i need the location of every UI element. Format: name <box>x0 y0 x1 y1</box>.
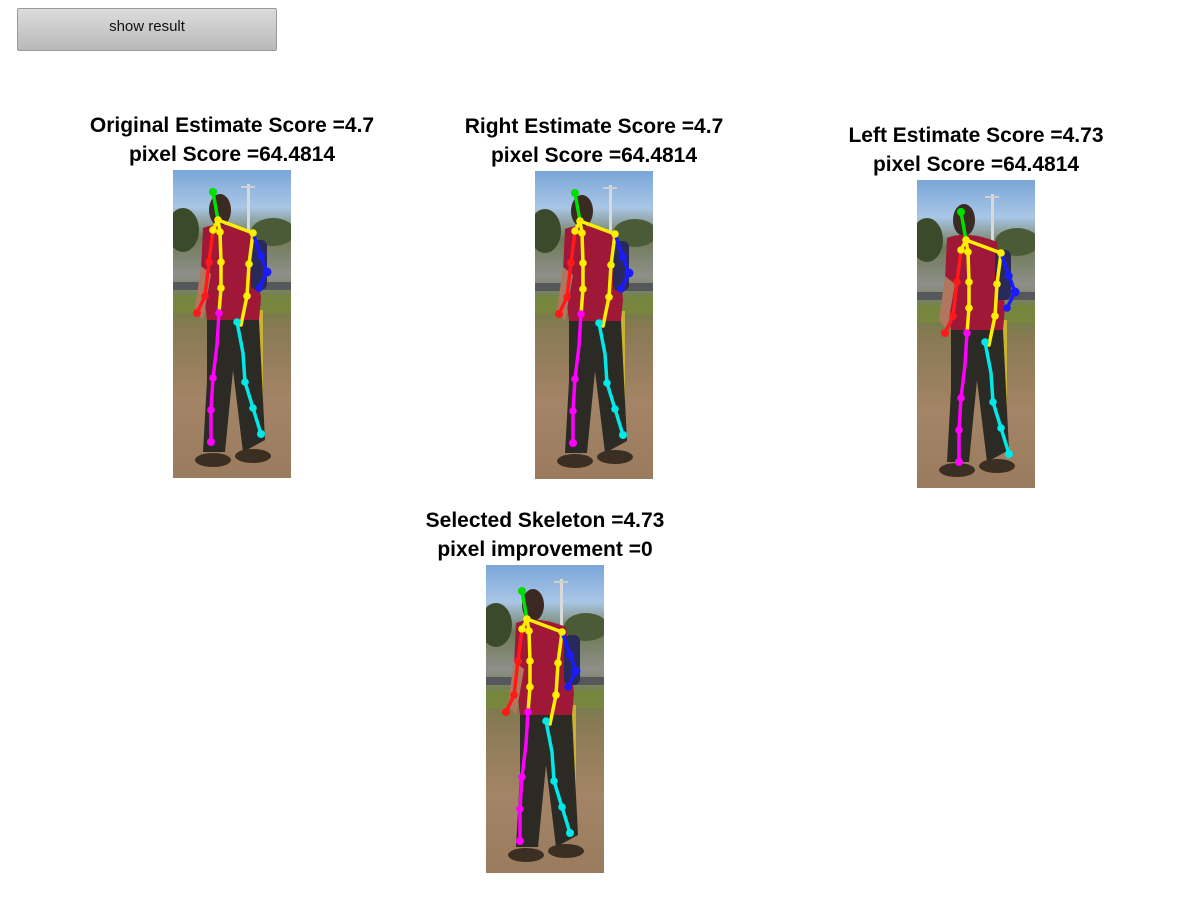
right-estimate-title: Right Estimate Score =4.7 pixel Score =6… <box>394 112 794 170</box>
right-estimate-pose-image <box>535 171 653 479</box>
pixel-improvement: pixel improvement =0 <box>437 538 653 561</box>
left-estimate-pose-image <box>917 180 1035 488</box>
left-estimate-title: Left Estimate Score =4.73 pixel Score =6… <box>776 121 1176 179</box>
original-estimate-pose-image <box>173 170 291 478</box>
right-pixel-score: pixel Score =64.4814 <box>490 144 698 167</box>
left-estimate-score: Left Estimate Score =4.73 <box>848 124 1104 147</box>
selected-skeleton-score: Selected Skeleton =4.73 <box>425 509 665 532</box>
right-estimate-score: Right Estimate Score =4.7 <box>464 115 724 138</box>
show-result-button[interactable]: show result <box>17 8 277 51</box>
original-pixel-score: pixel Score =64.4814 <box>128 143 336 166</box>
left-pixel-score: pixel Score =64.4814 <box>872 153 1080 176</box>
selected-skeleton-title: Selected Skeleton =4.73 pixel improvemen… <box>345 506 745 564</box>
original-estimate-score: Original Estimate Score =4.7 <box>89 114 375 137</box>
selected-skeleton-pose-image <box>486 565 604 873</box>
original-estimate-title: Original Estimate Score =4.7 pixel Score… <box>32 111 432 169</box>
